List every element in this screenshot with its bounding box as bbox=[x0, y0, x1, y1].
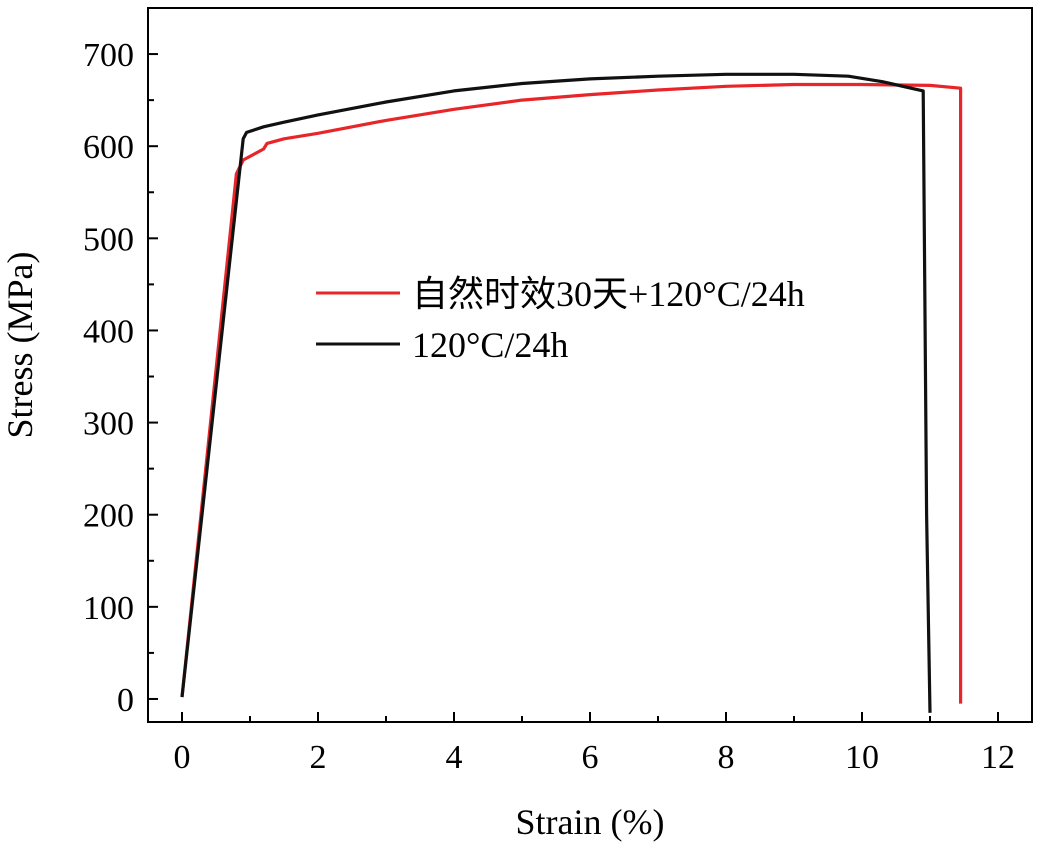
x-axis-ticks: 0 2 4 6 8 10 12 bbox=[174, 712, 1015, 776]
legend-label-series-2: 120°C/24h bbox=[412, 325, 568, 365]
legend-label-series-1: 自然时效30天+120°C/24h bbox=[412, 274, 805, 314]
y-axis-title: Stress (MPa) bbox=[0, 252, 40, 439]
x-tick-label: 0 bbox=[174, 739, 191, 776]
y-tick-label: 700 bbox=[83, 37, 134, 74]
y-tick-label: 300 bbox=[83, 406, 134, 443]
y-tick-label: 100 bbox=[83, 590, 134, 627]
x-tick-label: 2 bbox=[310, 739, 327, 776]
x-axis-title: Strain (%) bbox=[516, 802, 665, 842]
series-line-2 bbox=[180, 72, 932, 713]
x-tick-label: 10 bbox=[845, 739, 879, 776]
plot-layer bbox=[180, 72, 963, 713]
y-tick-label: 200 bbox=[83, 498, 134, 535]
plot-frame bbox=[147, 7, 1033, 723]
axes-layer bbox=[147, 7, 1033, 723]
x-tick-label: 8 bbox=[718, 739, 735, 776]
legend: 自然时效30天+120°C/24h 120°C/24h bbox=[316, 274, 805, 365]
y-tick-label: 600 bbox=[83, 129, 134, 166]
y-axis-ticks: 0 100 200 300 400 500 600 700 bbox=[83, 37, 158, 719]
y-tick-label: 400 bbox=[83, 313, 134, 350]
x-tick-label: 6 bbox=[582, 739, 599, 776]
y-tick-label: 500 bbox=[83, 221, 134, 258]
x-tick-label: 4 bbox=[446, 739, 463, 776]
y-tick-label: 0 bbox=[117, 682, 134, 719]
series-line-1 bbox=[180, 82, 963, 704]
x-tick-label: 12 bbox=[981, 739, 1015, 776]
